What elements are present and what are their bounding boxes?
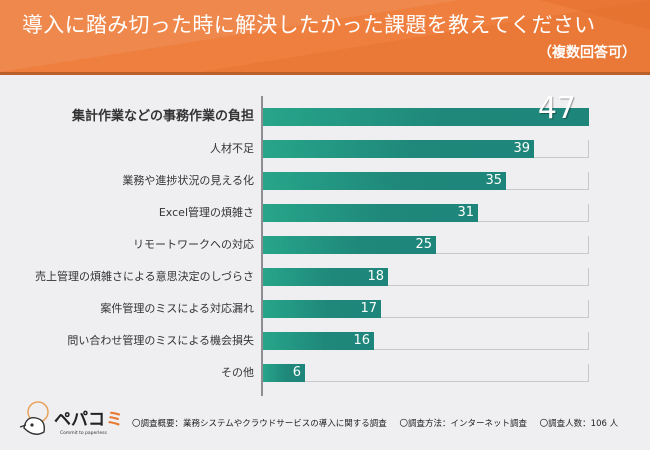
bar bbox=[263, 140, 534, 158]
category-label: リモートワークへの対応 bbox=[133, 238, 254, 251]
data-label: 39 bbox=[513, 141, 530, 156]
category-label: Excel管理の煩雑さ bbox=[158, 206, 254, 219]
data-label: 6 bbox=[292, 365, 301, 380]
page-title: 導入に踏み切った時に解決したかった課題を教えてください bbox=[22, 13, 596, 37]
category-label: その他 bbox=[221, 366, 254, 379]
bar bbox=[263, 300, 381, 318]
category-label: 問い合わせ管理のミスによる機会損失 bbox=[67, 334, 254, 347]
bar bbox=[263, 268, 388, 286]
bar bbox=[263, 172, 506, 190]
category-label: 集計作業などの事務作業の負担 bbox=[71, 109, 254, 124]
survey-overview: 〇調査概要：業務システムやクラウドサービスの導入に関する調査 bbox=[132, 419, 387, 429]
header-facets bbox=[0, 0, 650, 72]
bar bbox=[263, 364, 305, 382]
svg-text:Commit to paperless: Commit to paperless bbox=[60, 430, 108, 436]
bar bbox=[263, 236, 436, 254]
header-divider bbox=[0, 72, 650, 75]
header-banner: 導入に踏み切った時に解決したかった課題を教えてください （複数回答可） bbox=[0, 0, 650, 72]
bar-track bbox=[263, 332, 589, 350]
svg-text:ペパコ: ペパコ bbox=[54, 410, 105, 430]
data-label: 18 bbox=[367, 269, 384, 284]
bar bbox=[263, 204, 478, 222]
bar bbox=[263, 108, 589, 126]
survey-footer: 〇調査概要：業務システムやクラウドサービスの導入に関する調査 〇調査方法：インタ… bbox=[132, 417, 628, 429]
bar-track bbox=[263, 268, 589, 286]
data-label: 31 bbox=[457, 205, 474, 220]
page-subtitle: （複数回答可） bbox=[538, 45, 636, 61]
category-label: 業務や進捗状況の見える化 bbox=[122, 174, 254, 187]
data-label: 35 bbox=[485, 173, 502, 188]
category-label: 案件管理のミスによる対応漏れ bbox=[100, 302, 254, 315]
survey-method: 〇調査方法：インターネット調査 bbox=[399, 419, 527, 429]
y-axis-line bbox=[261, 96, 263, 396]
data-label: 25 bbox=[415, 237, 432, 252]
data-label: 16 bbox=[353, 333, 370, 348]
bar-track bbox=[263, 300, 589, 318]
category-label: 売上管理の煩雑さによる意思決定のしづらさ bbox=[34, 270, 254, 283]
data-label: 47 bbox=[537, 91, 576, 126]
data-label: 17 bbox=[360, 301, 377, 316]
bar bbox=[263, 332, 374, 350]
pepacomi-logo: ペパコ ミ Commit to paperless bbox=[19, 401, 123, 436]
survey-count: 〇調査人数：106 人 bbox=[539, 419, 619, 429]
category-label: 人材不足 bbox=[210, 142, 254, 155]
bar-track bbox=[263, 364, 589, 382]
svg-text:ミ: ミ bbox=[106, 410, 123, 430]
